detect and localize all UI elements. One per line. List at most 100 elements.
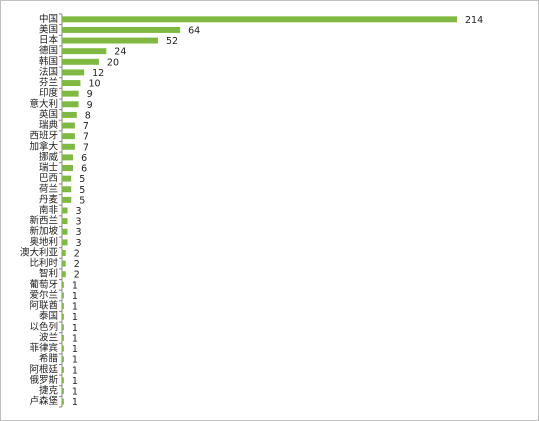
value-label: 3: [76, 227, 82, 238]
value-label: 1: [72, 376, 78, 387]
category-label: 英国: [39, 108, 58, 120]
value-label: 2: [74, 259, 80, 270]
category-label: 智利: [39, 268, 58, 280]
category-label: 巴西: [39, 173, 58, 184]
value-label: 10: [88, 79, 100, 90]
category-label: 捷克: [39, 385, 59, 397]
value-label: 9: [87, 100, 93, 111]
bar: [62, 186, 72, 193]
category-label: 意大利: [29, 98, 58, 110]
bar: [62, 218, 68, 225]
value-label: 7: [83, 132, 89, 143]
value-label: 1: [72, 302, 78, 313]
value-label: 1: [72, 397, 78, 408]
category-label: 日本: [39, 34, 59, 46]
bar: [62, 281, 64, 288]
category-label: 澳大利亚: [20, 246, 59, 258]
value-label: 8: [85, 110, 91, 121]
category-label: 荷兰: [39, 183, 58, 195]
value-label: 1: [72, 344, 78, 355]
value-label: 1: [72, 355, 78, 366]
value-label: 1: [72, 333, 78, 344]
bar: [62, 313, 64, 320]
bar: [62, 271, 66, 278]
category-label: 新西兰: [29, 215, 58, 227]
category-label: 韩国: [39, 55, 58, 67]
bar: [62, 356, 64, 363]
value-label: 24: [114, 47, 126, 58]
bar: [62, 165, 74, 171]
bar: [62, 366, 64, 373]
value-label: 7: [83, 121, 89, 132]
value-label: 1: [72, 312, 78, 323]
value-label: 12: [92, 68, 104, 79]
category-label: 爱尔兰: [29, 289, 58, 301]
category-label: 法国: [39, 66, 58, 78]
bar: [62, 196, 72, 203]
bar: [62, 122, 75, 129]
value-label: 9: [87, 89, 93, 100]
category-label: 以色列: [29, 321, 58, 333]
value-label: 5: [79, 174, 85, 185]
category-label: 瑞士: [39, 162, 59, 174]
bar: [62, 324, 64, 331]
value-label: 1: [72, 291, 78, 302]
value-label: 52: [166, 36, 178, 47]
bar: [62, 133, 75, 140]
value-label: 6: [81, 153, 87, 164]
value-label: 64: [188, 25, 200, 36]
bar: [62, 260, 66, 267]
value-label: 1: [72, 365, 78, 376]
value-label: 5: [79, 185, 85, 196]
bar: [62, 292, 64, 299]
bar: [62, 69, 85, 76]
bar: [62, 239, 68, 246]
value-label: 5: [79, 195, 85, 206]
bar: [62, 37, 158, 44]
category-label: 美国: [39, 23, 58, 35]
category-label: 中国: [39, 13, 58, 25]
category-label: 印度: [39, 87, 59, 99]
category-label: 比利时: [29, 257, 58, 269]
bar: [62, 154, 74, 161]
value-label: 20: [107, 57, 119, 68]
value-label: 2: [74, 248, 80, 259]
value-label: 1: [72, 280, 78, 291]
bar: [62, 16, 457, 23]
category-label: 芬兰: [39, 77, 58, 89]
value-label: 1: [72, 387, 78, 398]
category-label: 葡萄牙: [29, 278, 58, 290]
bar: [62, 90, 79, 97]
bar: [62, 207, 68, 214]
bar: [62, 250, 66, 256]
value-label: 2: [74, 270, 80, 281]
value-label: 214: [465, 15, 483, 26]
bar: [62, 345, 64, 352]
value-label: 3: [76, 217, 82, 228]
category-label: 泰国: [39, 310, 58, 322]
category-label: 阿联酋: [29, 300, 58, 312]
category-label: 希腊: [39, 353, 59, 365]
bar: [62, 377, 64, 384]
bar: [62, 80, 81, 87]
category-label: 南非: [39, 204, 59, 216]
category-label: 菲律宾: [29, 342, 58, 354]
bar: [62, 303, 64, 310]
bar: [62, 388, 64, 395]
value-label: 6: [81, 164, 87, 175]
bar: [62, 398, 64, 405]
bar: [62, 58, 99, 65]
category-label: 瑞典: [39, 119, 59, 131]
value-label: 1: [72, 323, 78, 334]
bar: [62, 175, 72, 182]
bar: [62, 26, 181, 33]
category-label: 卢森堡: [29, 395, 58, 407]
category-label: 奥地利: [29, 236, 58, 248]
bar: [62, 111, 77, 118]
value-label: 7: [83, 142, 89, 153]
category-label: 西班牙: [29, 130, 58, 142]
value-label: 3: [76, 206, 82, 217]
value-label: 3: [76, 238, 82, 249]
